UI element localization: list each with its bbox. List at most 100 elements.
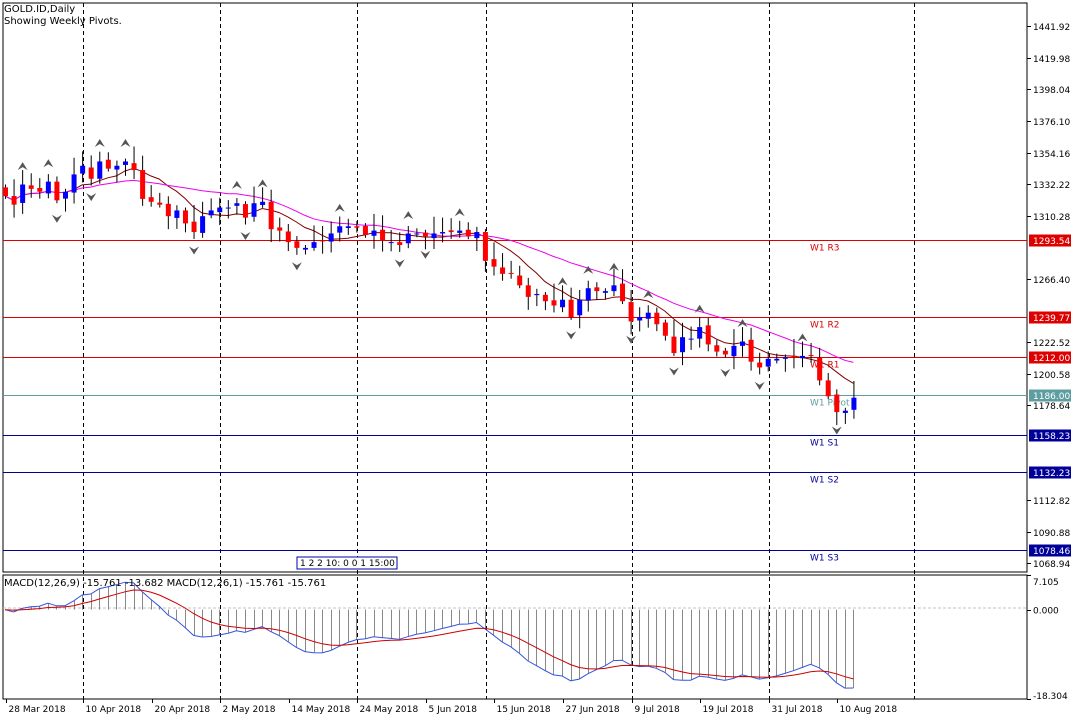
time-tick-label: 31 Jul 2018 bbox=[772, 705, 823, 715]
period-box[interactable]: 1 2 2 10: 0 0 1 15:00 bbox=[296, 556, 398, 570]
candle-body bbox=[457, 230, 463, 233]
candle-body bbox=[62, 191, 68, 199]
candle-body bbox=[594, 287, 600, 292]
fractal-down-arrow bbox=[86, 193, 97, 202]
candle-body bbox=[11, 196, 17, 205]
price-tick-label: 1200.58 bbox=[1033, 371, 1070, 381]
candle-body bbox=[337, 226, 343, 233]
candle-body bbox=[602, 291, 608, 293]
price-tick-label: 1178.64 bbox=[1033, 402, 1070, 412]
fractal-up-arrow bbox=[737, 319, 748, 328]
candle-body bbox=[28, 185, 34, 189]
pivot-lines: W1 R3 W1 R2 W1 R1 W1 Pivot W1 S1 W1 S2 W1 S3 bbox=[3, 240, 1027, 564]
time-tick-label: 27 Jun 2018 bbox=[566, 705, 620, 715]
candle-body bbox=[714, 345, 720, 352]
candle-body bbox=[71, 174, 77, 193]
candle-body bbox=[225, 207, 231, 209]
candle-body bbox=[37, 187, 43, 192]
moving-averages bbox=[4, 167, 854, 384]
candles bbox=[3, 146, 857, 426]
price-axis: 1441.92 1419.98 1398.04 1376.10 1354.16 1332.… bbox=[1027, 23, 1070, 570]
candle-body bbox=[817, 357, 823, 381]
price-tick-label: 1441.92 bbox=[1033, 23, 1070, 33]
candle-body bbox=[234, 203, 240, 206]
chart-subtitle: Showing Weekly Pivots. bbox=[4, 16, 122, 27]
time-tick-label: 10 Aug 2018 bbox=[840, 705, 898, 715]
candle-body bbox=[148, 197, 154, 202]
candle-body bbox=[680, 337, 686, 353]
fractal-up-arrow bbox=[257, 179, 268, 188]
time-tick-label: 24 May 2018 bbox=[360, 705, 419, 715]
candle-body bbox=[20, 184, 26, 203]
candle-body bbox=[628, 302, 634, 322]
candle-body bbox=[260, 201, 266, 205]
candle-body bbox=[560, 299, 566, 308]
candle-body bbox=[800, 355, 806, 359]
fractal-down-arrow bbox=[720, 368, 731, 377]
candle-body bbox=[534, 293, 540, 296]
fractal-down-arrow bbox=[420, 250, 431, 259]
candle-body bbox=[200, 216, 206, 233]
pivot-price-tag bbox=[1029, 351, 1071, 364]
candle-body bbox=[285, 231, 291, 243]
candle-body bbox=[474, 232, 480, 239]
fractal-up-arrow bbox=[583, 265, 594, 274]
time-tick-label: 2 May 2018 bbox=[223, 705, 276, 715]
macd-signal-line bbox=[4, 589, 854, 680]
pivot-price-tag-text: 1293.54 bbox=[1033, 237, 1070, 247]
candle-body bbox=[157, 202, 163, 205]
candle-body bbox=[757, 362, 763, 368]
candle-body bbox=[345, 226, 351, 229]
candle-body bbox=[251, 203, 257, 217]
fractal-up-arrow bbox=[17, 162, 28, 171]
candle-body bbox=[388, 242, 394, 244]
fractal-up-arrow bbox=[231, 180, 242, 189]
fractal-up-arrow bbox=[557, 277, 568, 286]
candle-body bbox=[362, 225, 368, 235]
pivot-label: W1 R1 bbox=[810, 361, 839, 371]
ma-slow-line bbox=[4, 179, 854, 363]
fractal-up-arrow bbox=[94, 139, 105, 148]
period-separators bbox=[83, 3, 915, 699]
candle-body bbox=[328, 233, 334, 242]
candle-body bbox=[620, 283, 626, 302]
time-tick-label: 15 Jun 2018 bbox=[497, 705, 551, 715]
macd-series bbox=[4, 581, 854, 689]
fractal-up-arrow bbox=[43, 159, 54, 168]
candle-body bbox=[748, 339, 754, 362]
ma-fast-line bbox=[4, 167, 854, 384]
price-tick-label: 1222.52 bbox=[1033, 339, 1070, 349]
fractal-up-arrow bbox=[694, 304, 705, 313]
pivot-price-tag-text: 1132.23 bbox=[1033, 469, 1070, 479]
time-tick-label: 19 Jul 2018 bbox=[703, 705, 754, 715]
candle-body bbox=[611, 285, 617, 292]
candle-body bbox=[448, 230, 454, 233]
fractal-down-arrow bbox=[626, 335, 637, 344]
chart-title: GOLD.ID,Daily bbox=[4, 4, 76, 15]
candle-body bbox=[54, 181, 60, 201]
pivot-price-tag bbox=[1029, 311, 1071, 324]
macd-main-line bbox=[4, 581, 854, 689]
candle-body bbox=[851, 397, 857, 410]
candle-body bbox=[431, 233, 437, 239]
candle-body bbox=[500, 267, 506, 274]
price-tick-label: 1332.22 bbox=[1033, 181, 1070, 191]
pivot-label: W1 S2 bbox=[810, 476, 839, 486]
fractal-up-arrow bbox=[454, 208, 465, 217]
pivot-price-tag bbox=[1029, 429, 1071, 442]
candle-body bbox=[482, 232, 488, 261]
fractal-down-arrow bbox=[394, 259, 405, 268]
time-tick-label: 20 Apr 2018 bbox=[155, 705, 211, 715]
candle-body bbox=[380, 229, 386, 241]
fractal-up-arrow bbox=[403, 211, 414, 220]
candle-body bbox=[491, 259, 497, 267]
pivot-price-tag bbox=[1029, 234, 1071, 247]
candle-body bbox=[3, 187, 8, 197]
time-axis: 28 Mar 2018 10 Apr 2018 20 Apr 2018 2 May 2… bbox=[6, 699, 898, 715]
candle-body bbox=[697, 327, 703, 339]
fractal-down-arrow bbox=[189, 246, 200, 255]
candle-body bbox=[465, 229, 471, 237]
pivot-price-tag-text: 1158.23 bbox=[1033, 432, 1070, 442]
candle-body bbox=[131, 163, 137, 171]
